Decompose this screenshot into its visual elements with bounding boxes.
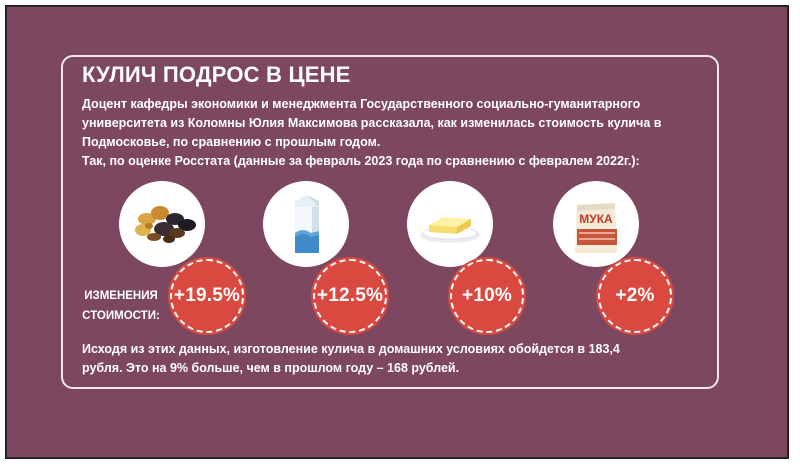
change-label: ИЗМЕНЕНИЯ СТОИМОСТИ:	[76, 286, 166, 326]
milk-carton-icon	[263, 181, 349, 267]
intro-line: университета из Коломны Юлия Максимова р…	[82, 116, 662, 130]
conclusion-line: рубля. Это на 9% больше, чем в прошлом г…	[82, 361, 460, 375]
price-change-badge: +2%	[598, 259, 672, 333]
flour-bag-label: МУКА	[579, 212, 613, 226]
dried-fruits-icon	[119, 181, 205, 267]
change-label-line: СТОИМОСТИ:	[82, 310, 160, 322]
page-title: КУЛИЧ ПОДРОС В ЦЕНЕ	[82, 62, 351, 87]
content-card	[61, 55, 719, 389]
butter-icon	[407, 181, 493, 267]
intro-line: Подмосковье, по сравнению с прошлым годо…	[82, 135, 381, 149]
flour-bag-icon: МУКА	[553, 181, 639, 267]
intro-line: Доцент кафедры экономики и менеджмента Г…	[82, 97, 641, 111]
conclusion-text: Исходя из этих данных, изготовление кули…	[82, 340, 707, 378]
intro-text: Доцент кафедры экономики и менеджмента Г…	[82, 95, 707, 171]
intro-line: Так, по оценке Росстата (данные за февра…	[82, 154, 640, 168]
price-change-badge: +12.5%	[313, 259, 387, 333]
price-change-badge: +10%	[450, 259, 524, 333]
conclusion-line: Исходя из этих данных, изготовление кули…	[82, 342, 620, 356]
change-label-line: ИЗМЕНЕНИЯ	[84, 290, 158, 302]
price-change-badge: +19.5%	[170, 259, 244, 333]
